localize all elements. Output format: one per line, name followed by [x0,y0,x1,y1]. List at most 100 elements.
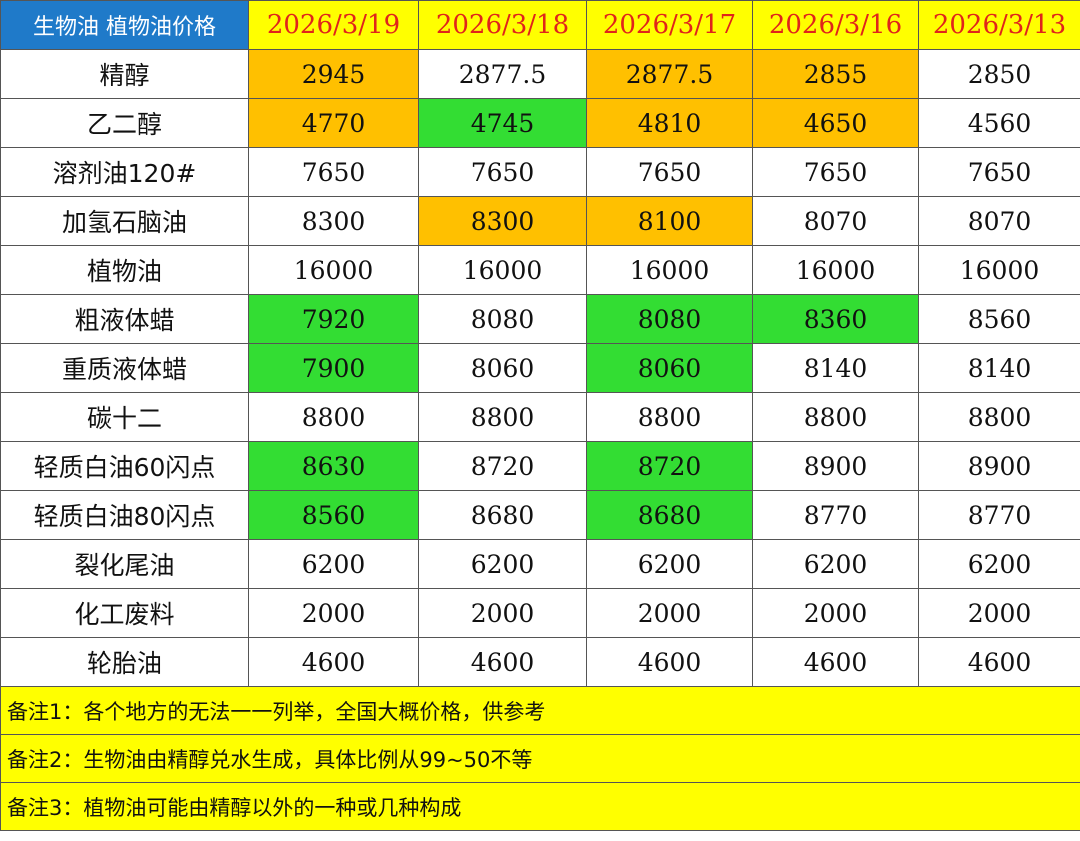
price-cell: 4745 [418,98,587,148]
product-name: 裂化尾油 [0,539,249,589]
price-cell: 8060 [418,343,587,393]
price-cell: 4650 [752,98,919,148]
table-row: 化工废料 2000 2000 2000 2000 2000 [0,588,1080,638]
date-header: 2026/3/19 [248,0,419,50]
product-name: 碳十二 [0,392,249,442]
date-header: 2026/3/16 [752,0,919,50]
price-cell: 8720 [586,441,753,491]
price-cell: 8070 [752,196,919,246]
price-cell: 7650 [586,147,753,197]
price-cell: 8080 [586,294,753,344]
price-cell: 8070 [918,196,1080,246]
price-cell: 16000 [418,245,587,295]
price-cell: 8800 [418,392,587,442]
price-cell: 2877.5 [586,49,753,99]
note-row: 备注1：各个地方的无法一一列举，全国大概价格，供参考 [0,686,1080,735]
price-cell: 4810 [586,98,753,148]
price-cell: 8300 [248,196,419,246]
product-name: 轻质白油60闪点 [0,441,249,491]
table-row: 重质液体蜡 7900 8060 8060 8140 8140 [0,343,1080,393]
price-cell: 4600 [418,637,587,687]
price-cell: 8800 [586,392,753,442]
price-cell: 2000 [248,588,419,638]
product-name: 植物油 [0,245,249,295]
price-cell: 2877.5 [418,49,587,99]
price-cell: 8100 [586,196,753,246]
price-cell: 8680 [418,490,587,540]
price-cell: 8720 [418,441,587,491]
price-cell: 16000 [752,245,919,295]
note-text: 备注3：植物油可能由精醇以外的一种或几种构成 [0,782,1080,831]
product-name: 化工废料 [0,588,249,638]
price-cell: 4560 [918,98,1080,148]
price-cell: 8900 [918,441,1080,491]
table-row: 轮胎油 4600 4600 4600 4600 4600 [0,637,1080,687]
price-cell: 6200 [586,539,753,589]
price-cell: 8680 [586,490,753,540]
price-cell: 7650 [248,147,419,197]
price-cell: 8900 [752,441,919,491]
table-row: 轻质白油80闪点 8560 8680 8680 8770 8770 [0,490,1080,540]
price-cell: 6200 [418,539,587,589]
product-name: 重质液体蜡 [0,343,249,393]
price-cell: 2000 [918,588,1080,638]
table-row: 轻质白油60闪点 8630 8720 8720 8900 8900 [0,441,1080,491]
product-name: 粗液体蜡 [0,294,249,344]
price-cell: 8560 [248,490,419,540]
note-text: 备注1：各个地方的无法一一列举，全国大概价格，供参考 [0,686,1080,735]
product-name: 乙二醇 [0,98,249,148]
price-cell: 8300 [418,196,587,246]
table-title: 生物油 植物油价格 [0,0,249,50]
price-cell: 4600 [752,637,919,687]
price-cell: 8630 [248,441,419,491]
note-row: 备注3：植物油可能由精醇以外的一种或几种构成 [0,782,1080,831]
price-cell: 4770 [248,98,419,148]
price-cell: 8140 [918,343,1080,393]
price-cell: 7650 [418,147,587,197]
price-cell: 8140 [752,343,919,393]
price-cell: 8800 [248,392,419,442]
price-cell: 7900 [248,343,419,393]
price-cell: 2850 [918,49,1080,99]
price-cell: 8060 [586,343,753,393]
date-header: 2026/3/13 [918,0,1080,50]
price-cell: 6200 [918,539,1080,589]
price-cell: 6200 [248,539,419,589]
product-name: 轻质白油80闪点 [0,490,249,540]
price-cell: 8360 [752,294,919,344]
price-cell: 2000 [586,588,753,638]
product-name: 加氢石脑油 [0,196,249,246]
product-name: 溶剂油120# [0,147,249,197]
price-cell: 16000 [586,245,753,295]
date-header: 2026/3/18 [418,0,587,50]
table-row: 加氢石脑油 8300 8300 8100 8070 8070 [0,196,1080,246]
price-cell: 7650 [752,147,919,197]
note-text: 备注2：生物油由精醇兑水生成，具体比例从99~50不等 [0,734,1080,783]
price-cell: 8800 [918,392,1080,442]
price-cell: 8770 [918,490,1080,540]
price-cell: 8080 [418,294,587,344]
product-name: 精醇 [0,49,249,99]
price-cell: 8770 [752,490,919,540]
price-cell: 2855 [752,49,919,99]
note-row: 备注2：生物油由精醇兑水生成，具体比例从99~50不等 [0,734,1080,783]
price-cell: 2945 [248,49,419,99]
price-cell: 4600 [248,637,419,687]
table-row: 溶剂油120# 7650 7650 7650 7650 7650 [0,147,1080,197]
product-name: 轮胎油 [0,637,249,687]
price-cell: 7650 [918,147,1080,197]
date-header: 2026/3/17 [586,0,753,50]
price-cell: 8800 [752,392,919,442]
price-cell: 8560 [918,294,1080,344]
price-cell: 2000 [418,588,587,638]
header-row: 生物油 植物油价格 2026/3/19 2026/3/18 2026/3/17 … [0,0,1080,50]
table-row: 裂化尾油 6200 6200 6200 6200 6200 [0,539,1080,589]
price-cell: 16000 [918,245,1080,295]
price-cell: 16000 [248,245,419,295]
price-cell: 4600 [918,637,1080,687]
table-row: 乙二醇 4770 4745 4810 4650 4560 [0,98,1080,148]
table-row: 植物油 16000 16000 16000 16000 16000 [0,245,1080,295]
table-row: 精醇 2945 2877.5 2877.5 2855 2850 [0,49,1080,99]
table-row: 碳十二 8800 8800 8800 8800 8800 [0,392,1080,442]
